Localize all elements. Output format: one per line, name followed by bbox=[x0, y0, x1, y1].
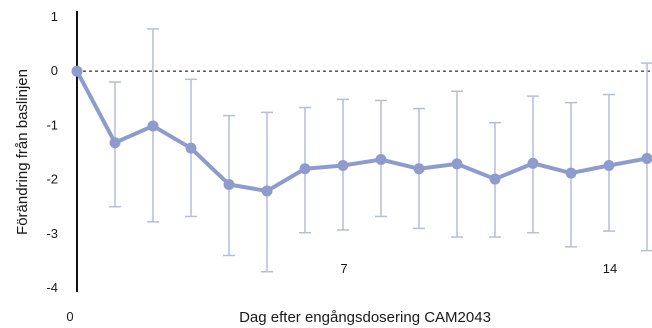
y-tick-label: -3 bbox=[46, 226, 58, 241]
data-point bbox=[489, 173, 501, 185]
x-tick-label: 7 bbox=[340, 261, 347, 276]
data-point bbox=[565, 167, 577, 179]
series-line bbox=[75, 69, 649, 193]
x-axis-label: Dag efter engångsdosering CAM2043 bbox=[239, 309, 491, 326]
data-point bbox=[71, 65, 83, 77]
data-point bbox=[603, 160, 615, 172]
data-point bbox=[451, 158, 463, 170]
data-point bbox=[527, 157, 539, 169]
data-point bbox=[641, 152, 652, 164]
y-tick-label: -2 bbox=[46, 172, 58, 187]
y-tick-label: 0 bbox=[51, 63, 58, 78]
y-tick-labels: 1 0 -1 -2 -3 -4 bbox=[46, 9, 58, 295]
data-points bbox=[71, 65, 652, 197]
data-point bbox=[413, 163, 425, 175]
y-tick-label: -4 bbox=[46, 280, 58, 295]
data-point bbox=[261, 185, 273, 197]
x-tick-label: 14 bbox=[603, 261, 617, 276]
x-tick-labels: 0 7 14 bbox=[66, 261, 617, 324]
data-point bbox=[147, 120, 159, 132]
data-point bbox=[185, 142, 197, 154]
data-point bbox=[299, 163, 311, 175]
x-tick-label: 0 bbox=[66, 309, 73, 324]
y-tick-label: -1 bbox=[46, 117, 58, 132]
data-point bbox=[109, 137, 121, 149]
y-axis-label: Förändring från baslinjen bbox=[14, 69, 31, 235]
y-tick-label: 1 bbox=[51, 9, 58, 24]
data-point bbox=[375, 154, 387, 166]
data-point bbox=[223, 178, 235, 190]
data-point bbox=[337, 160, 349, 172]
